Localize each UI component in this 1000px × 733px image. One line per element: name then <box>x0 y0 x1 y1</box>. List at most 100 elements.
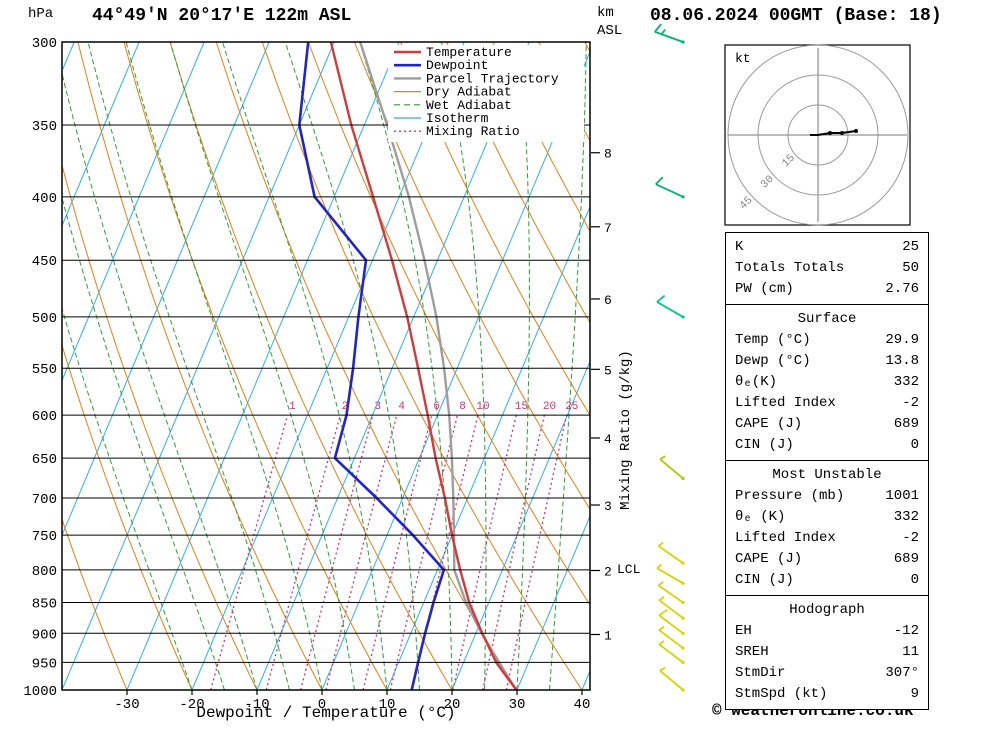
svg-text:7: 7 <box>604 221 612 236</box>
svg-text:40: 40 <box>574 697 591 713</box>
svg-text:8: 8 <box>459 401 466 413</box>
stat-row: SREH 11 <box>726 642 928 663</box>
wind-barb <box>657 541 685 565</box>
svg-text:750: 750 <box>32 529 57 545</box>
svg-text:500: 500 <box>32 311 57 327</box>
pressure-axis-unit: hPa <box>28 6 54 22</box>
stat-label: StmDir <box>735 665 786 681</box>
svg-text:4: 4 <box>604 432 612 447</box>
isotherm-lines <box>62 42 590 690</box>
stat-row: Lifted Index -2 <box>726 528 928 549</box>
stat-value: 9 <box>910 686 919 702</box>
stat-label: θₑ (K) <box>735 509 786 525</box>
svg-text:2: 2 <box>604 564 612 579</box>
wind-barb <box>657 581 685 605</box>
svg-text:600: 600 <box>32 409 57 425</box>
svg-text:400: 400 <box>32 191 57 207</box>
wind-barb <box>655 176 685 199</box>
stat-label: CIN (J) <box>735 437 794 453</box>
svg-text:0: 0 <box>318 697 326 713</box>
km-axis-unit: km ASL <box>597 4 622 40</box>
stat-value: 25 <box>902 239 919 255</box>
indices-section: K 25 Totals Totals 50 PW (cm) 2.76 <box>726 233 928 304</box>
svg-text:-20: -20 <box>179 697 204 713</box>
svg-text:20: 20 <box>444 697 461 713</box>
km-axis-unit-line2: ASL <box>597 23 623 39</box>
stat-value: -2 <box>902 530 919 546</box>
wind-barb <box>658 609 685 635</box>
stat-row: PW (cm) 2.76 <box>726 279 928 300</box>
stat-label: StmSpd (kt) <box>735 686 828 702</box>
stat-value: 332 <box>893 374 919 390</box>
legend-label: Mixing Ratio <box>426 124 520 139</box>
datetime-title: 08.06.2024 00GMT (Base: 18) <box>650 6 942 26</box>
stat-value: -12 <box>893 623 919 639</box>
stat-label: CAPE (J) <box>735 416 803 432</box>
temp-tick-labels: -30 -20 -10 0 10 20 30 40 <box>114 697 590 713</box>
lcl-label: LCL <box>617 562 640 577</box>
svg-text:5: 5 <box>604 363 612 378</box>
legend-label: Parcel Trajectory <box>426 71 559 86</box>
legend-label: Temperature <box>426 45 512 60</box>
svg-text:650: 650 <box>32 452 57 468</box>
section-title: Surface <box>797 311 857 327</box>
stat-row: θₑ (K) 332 <box>726 507 928 528</box>
plot-border <box>61 41 591 691</box>
stat-row: Dewp (°C) 13.8 <box>726 351 928 372</box>
wind-barb <box>656 294 685 319</box>
stat-label: CIN (J) <box>735 572 794 588</box>
svg-text:550: 550 <box>32 362 57 378</box>
pressure-tick-labels: 300 350 400 450 500 550 600 650 700 750 800 850 900 9… <box>23 36 57 700</box>
mixing-ratio-lines <box>210 414 568 690</box>
stat-label: PW (cm) <box>735 281 794 297</box>
svg-text:-30: -30 <box>114 697 139 713</box>
svg-text:8: 8 <box>604 147 612 162</box>
stat-value: 307° <box>885 665 919 681</box>
wind-barb <box>656 563 685 585</box>
stat-row: CIN (J) 0 <box>726 435 928 456</box>
x-axis-label: Dewpoint / Temperature (°C) <box>196 704 456 722</box>
svg-text:300: 300 <box>32 36 57 52</box>
svg-text:800: 800 <box>32 564 57 580</box>
stat-label: θₑ(K) <box>735 374 778 390</box>
section-title: Hodograph <box>789 602 865 618</box>
legend-label: Dry Adiabat <box>426 85 512 100</box>
svg-text:25: 25 <box>565 401 578 413</box>
page-title: 44°49'N 20°17'E 122m ASL <box>92 6 352 26</box>
svg-text:900: 900 <box>32 627 57 643</box>
svg-text:2: 2 <box>342 401 349 413</box>
svg-text:20: 20 <box>543 401 556 413</box>
km-axis-unit-line1: km <box>597 5 614 21</box>
most-unstable-section: Most Unstable Pressure (mb) 1001 θₑ (K) 33… <box>726 460 928 595</box>
stat-value: -2 <box>902 395 919 411</box>
stat-value: 0 <box>910 437 919 453</box>
stat-label: Dewp (°C) <box>735 353 811 369</box>
legend-label: Dewpoint <box>426 58 488 73</box>
svg-text:700: 700 <box>32 492 57 508</box>
stat-value: 13.8 <box>885 353 919 369</box>
stat-value: 1001 <box>885 488 919 504</box>
stat-row: CAPE (J) 689 <box>726 549 928 570</box>
stats-table: K 25 Totals Totals 50 PW (cm) 2.76 Surface … <box>725 232 929 710</box>
svg-text:3: 3 <box>604 499 612 514</box>
stat-value: 29.9 <box>885 332 919 348</box>
stat-row: CAPE (J) 689 <box>726 414 928 435</box>
wind-barbs <box>654 23 685 692</box>
svg-text:6: 6 <box>604 293 612 308</box>
svg-text:950: 950 <box>32 656 57 672</box>
stat-label: Totals Totals <box>735 260 845 276</box>
svg-text:10: 10 <box>379 697 396 713</box>
stat-row: CIN (J) 0 <box>726 570 928 591</box>
stat-value: 2.76 <box>885 281 919 297</box>
svg-text:3: 3 <box>374 401 381 413</box>
svg-text:450: 450 <box>32 254 57 270</box>
stat-label: Pressure (mb) <box>735 488 845 504</box>
legend-label: Wet Adiabat <box>426 98 512 113</box>
stat-row: Lifted Index -2 <box>726 393 928 414</box>
svg-text:-10: -10 <box>244 697 269 713</box>
stat-label: Lifted Index <box>735 395 836 411</box>
svg-text:6: 6 <box>433 401 440 413</box>
stat-row: K 25 <box>726 237 928 258</box>
